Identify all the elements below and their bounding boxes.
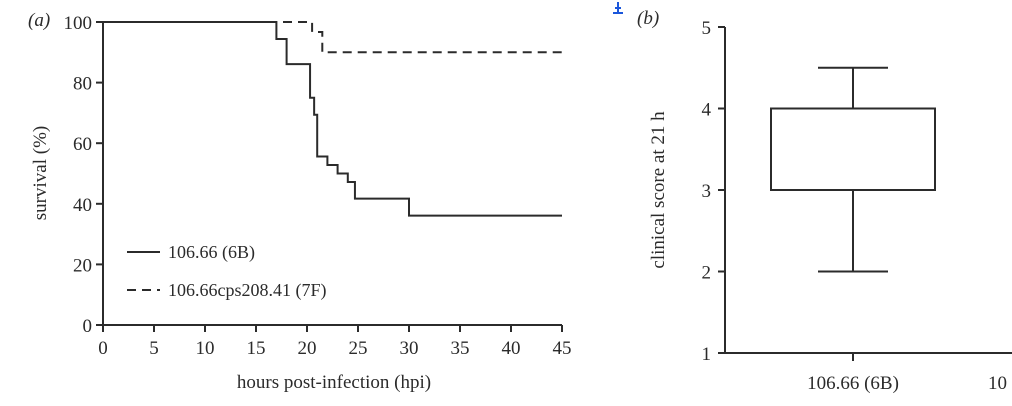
box-group-b — [770, 66, 936, 273]
y-tick-label-a: 100 — [64, 13, 93, 34]
y-tick-label-a: 40 — [73, 195, 92, 216]
y-tick-label-a: 80 — [73, 74, 92, 95]
legend-a: 106.66 (6B) 106.66cps208.41 (7F) — [127, 242, 327, 301]
y-axis-label-b: clinical score at 21 h — [648, 111, 669, 269]
x-tick-label-a: 5 — [149, 338, 159, 359]
survival-chart: (a) hours post-infection (hpi) survival … — [28, 10, 572, 393]
y-tick-label-a: 60 — [73, 134, 92, 155]
axes-b: 1 2 3 4 5 106.66 (6B) 10 — [702, 18, 1012, 394]
x-tick-label-b: 106.66 (6B) — [807, 373, 899, 394]
x-tick-label-a: 20 — [298, 338, 317, 359]
clinical-score-chart: (b) clinical score at 21 h 1 2 3 4 5 106.66 (… — [637, 8, 1012, 394]
panel-label-b: (b) — [637, 8, 659, 29]
y-axis-label-a: survival (%) — [30, 126, 51, 220]
y-tick-label-a: 20 — [73, 255, 92, 276]
x-tick-label-a: 15 — [247, 338, 266, 359]
series-group-a — [103, 21, 562, 217]
x-tick-label-a: 40 — [502, 338, 521, 359]
x-tick-label-b: 10 — [988, 373, 1007, 394]
y-tick-label-b: 1 — [702, 344, 712, 365]
panel-label-a: (a) — [28, 10, 50, 31]
cursor-marker-icon — [613, 2, 623, 14]
legend-label-2: 106.66cps208.41 (7F) — [168, 280, 327, 301]
x-tick-label-a: 35 — [451, 338, 470, 359]
x-axis-label-a: hours post-infection (hpi) — [237, 372, 431, 393]
y-tick-label-b: 5 — [702, 18, 712, 39]
axes-a: 0 5 10 15 20 25 30 35 40 45 0 20 40 60 80 100 — [64, 13, 572, 359]
series-line-1 — [103, 21, 562, 217]
x-tick-label-a: 30 — [400, 338, 419, 359]
x-tick-label-a: 45 — [553, 338, 572, 359]
x-tick-label-a: 10 — [196, 338, 215, 359]
legend-label-1: 106.66 (6B) — [168, 242, 255, 263]
y-tick-label-b: 2 — [702, 263, 712, 284]
y-tick-label-b: 4 — [702, 100, 712, 121]
x-tick-label-a: 0 — [98, 338, 108, 359]
y-tick-label-b: 3 — [702, 181, 712, 202]
series-line-2 — [103, 21, 562, 54]
y-tick-label-a: 0 — [83, 316, 93, 337]
x-tick-label-a: 25 — [349, 338, 368, 359]
box-iqr — [770, 107, 936, 191]
